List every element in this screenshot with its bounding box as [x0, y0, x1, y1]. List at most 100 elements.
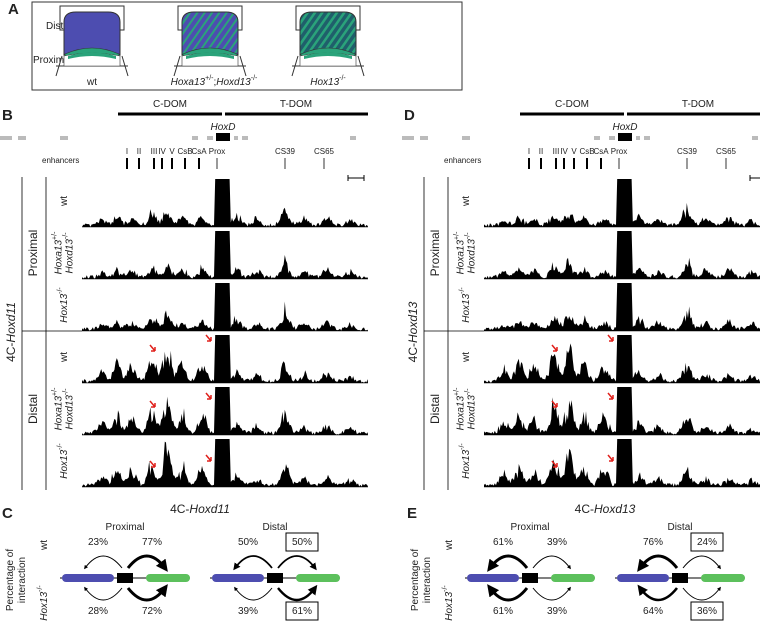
arrow — [84, 586, 123, 601]
red-arrow — [551, 400, 558, 408]
red-arrow — [607, 392, 614, 400]
enhancer-label: CS65 — [314, 147, 335, 156]
percentage: 61% — [493, 537, 513, 548]
enhancer-label: I — [528, 147, 530, 156]
proximal-band — [304, 52, 352, 59]
locus-label: HoxD — [210, 122, 235, 133]
enhancer-label: CS39 — [275, 147, 296, 156]
panel-letter: D — [404, 107, 415, 124]
red-arrow — [149, 400, 156, 408]
row-label: wt — [39, 540, 50, 551]
row-label: Hox13-/- — [37, 585, 49, 621]
hoxd-box — [618, 133, 632, 141]
genotype-label: Hoxd13-/- — [63, 232, 75, 274]
enhancers-label: enhancers — [42, 156, 79, 165]
t-dom — [146, 574, 190, 582]
genotype-label: Hoxd13-/- — [63, 388, 75, 430]
viewpoint-label: 4C-Hoxd11 — [4, 302, 18, 362]
signal-track — [82, 283, 368, 331]
proximal-band — [68, 52, 116, 59]
genotype-label: wt — [59, 352, 70, 363]
arrow — [126, 584, 168, 602]
arrow — [532, 586, 571, 601]
enhancer-label: V — [169, 147, 175, 156]
enhancer-label: CsB — [579, 147, 594, 156]
panel-letter: C — [2, 505, 13, 522]
arrow — [637, 584, 679, 602]
genotype-label: wt — [86, 77, 97, 88]
arrow — [637, 554, 679, 572]
genotype-label: Hoxa13+/- — [454, 231, 466, 275]
row-label: wt — [444, 540, 455, 551]
signal-track — [484, 439, 760, 487]
arrow — [233, 555, 273, 571]
genotype-label: Hox13-/- — [459, 287, 471, 323]
genotype-label: wt — [461, 352, 472, 363]
percentage: 23% — [88, 537, 108, 548]
hoxd — [267, 573, 283, 583]
percentage: 36% — [697, 606, 717, 617]
percentage: 39% — [238, 606, 258, 617]
signal-track — [484, 179, 760, 227]
signal-track — [82, 231, 368, 279]
y-label: Percentage of — [5, 549, 16, 611]
percentage: 61% — [493, 606, 513, 617]
red-arrow — [205, 454, 212, 462]
genotype-label: Hoxa13+/-;Hoxd13-/- — [171, 75, 258, 87]
distal-label: Distal — [46, 21, 71, 32]
enhancer-label: Prox — [209, 147, 225, 156]
panel-a-frame — [31, 1, 463, 91]
arrow — [277, 555, 317, 571]
highlight-box — [690, 532, 724, 552]
enhancer-label: III — [151, 147, 158, 156]
group-label: Distal — [26, 394, 40, 424]
panel-title: 4C-Hoxd13 — [575, 502, 636, 516]
enhancer-label: CS39 — [677, 147, 698, 156]
percentage: 24% — [697, 537, 717, 548]
signal-track — [484, 387, 760, 435]
red-arrow — [149, 344, 156, 352]
enhancer-label: IV — [560, 147, 568, 156]
enhancer-label: CS65 — [716, 147, 737, 156]
locus-label: HoxD — [612, 122, 637, 133]
genotype-label: Hoxa13+/- — [454, 387, 466, 431]
genotype-label: Hox13-/- — [57, 287, 69, 323]
hoxd-box — [216, 133, 230, 141]
group-label: Proximal — [26, 230, 40, 277]
percentage: 39% — [547, 606, 567, 617]
condition-label: Distal — [262, 522, 287, 533]
panel-letter: A — [8, 1, 19, 18]
signal-track — [82, 335, 368, 383]
percentage: 64% — [643, 606, 663, 617]
arrow — [234, 586, 273, 601]
arrow — [682, 555, 721, 570]
enhancer-label: I — [126, 147, 128, 156]
enhancer-label: CsB — [177, 147, 192, 156]
hoxd — [522, 573, 538, 583]
arrow — [532, 555, 571, 570]
genotype-label: Hoxd13-/- — [465, 388, 477, 430]
signal-track — [484, 283, 760, 331]
red-arrow — [607, 334, 614, 342]
group-label: Distal — [428, 394, 442, 424]
genotype-label: wt — [461, 196, 472, 207]
percentage: 77% — [142, 537, 162, 548]
condition-label: Distal — [667, 522, 692, 533]
panel-letter: E — [407, 505, 417, 522]
t-dom-label: T-DOM — [280, 99, 312, 110]
percentage: 39% — [547, 537, 567, 548]
hoxd — [672, 573, 688, 583]
enhancer-label: II — [137, 147, 141, 156]
arrow — [487, 554, 529, 572]
red-arrow — [205, 334, 212, 342]
genotype-label: Hox13-/- — [57, 443, 69, 479]
highlight-box — [285, 532, 319, 552]
red-arrow — [205, 392, 212, 400]
percentage: 50% — [292, 537, 312, 548]
proximal-band — [186, 52, 234, 59]
red-arrow — [149, 460, 156, 468]
genotype-label: Hox13-/- — [310, 75, 346, 87]
red-arrow — [607, 454, 614, 462]
c-dom — [617, 574, 669, 582]
